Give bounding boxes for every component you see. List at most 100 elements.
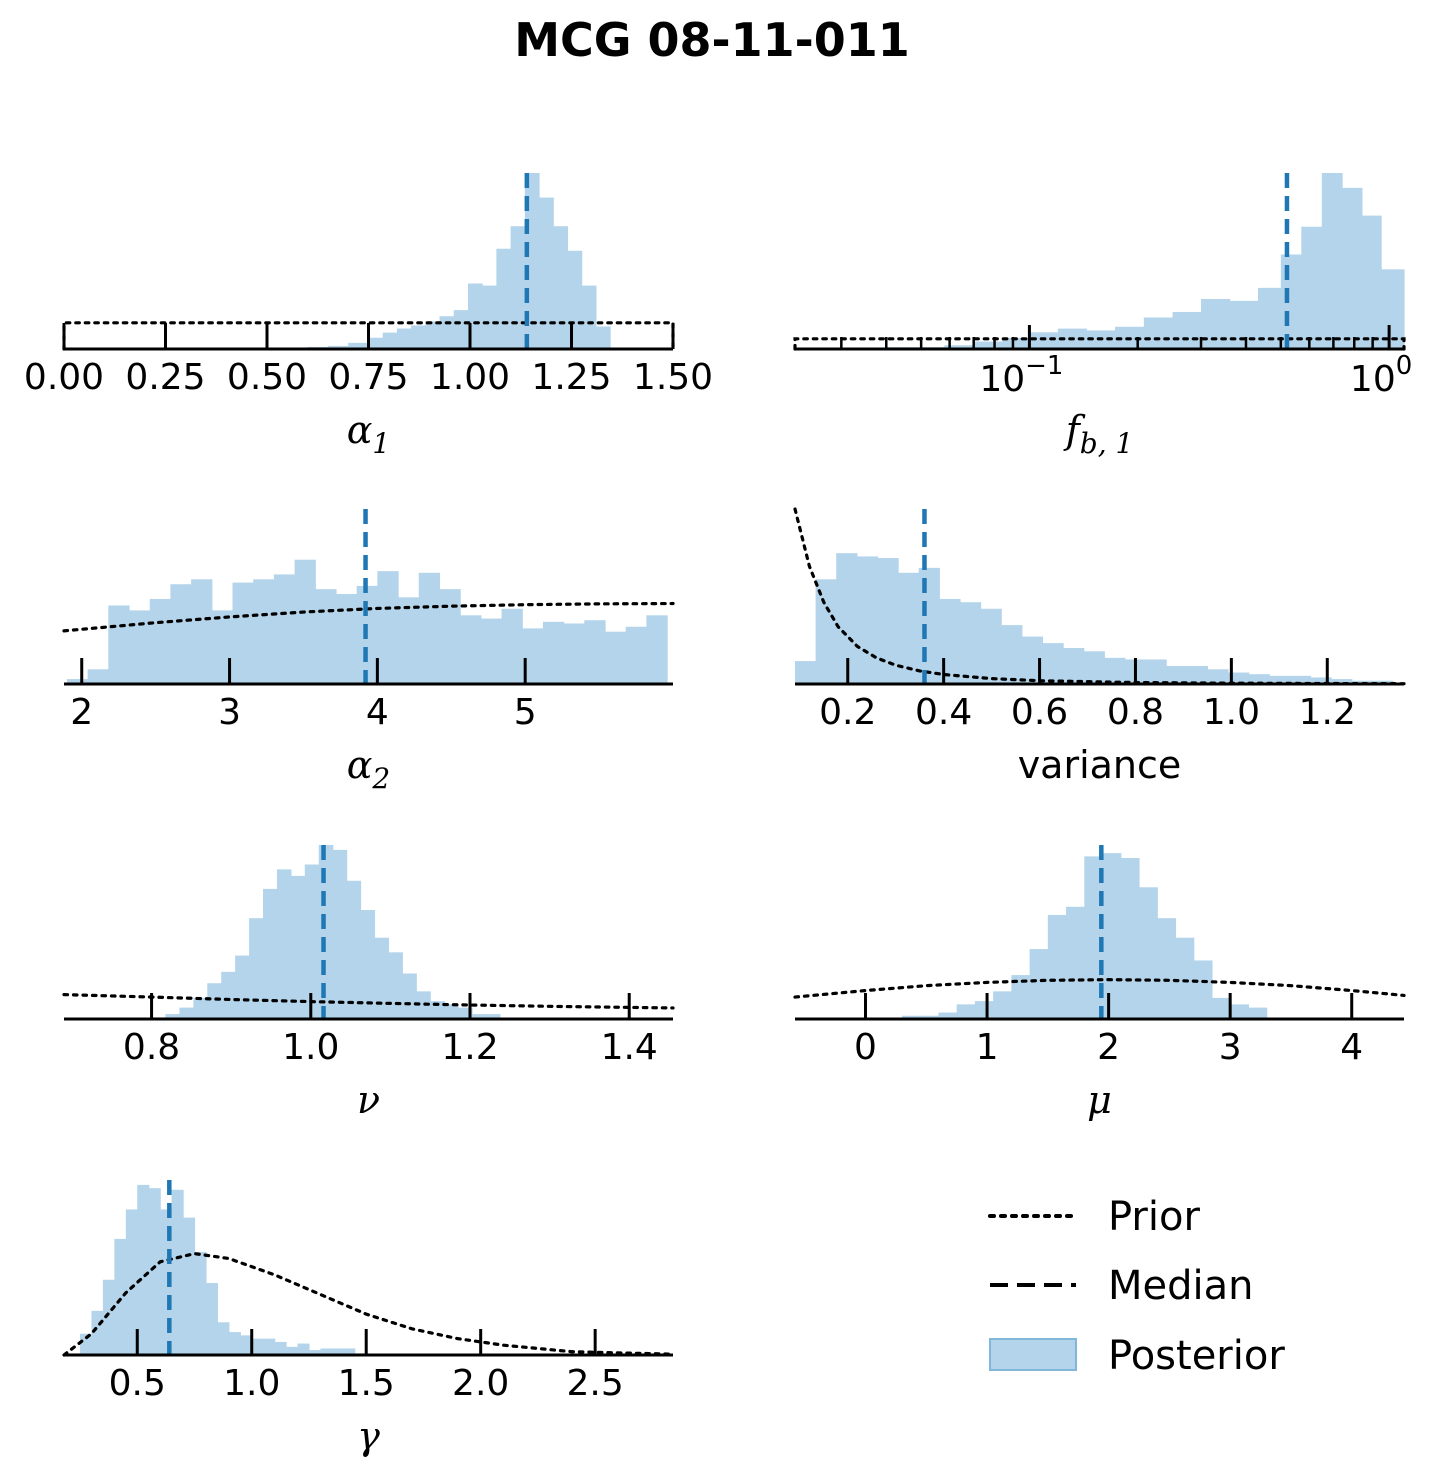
posterior-bar bbox=[1342, 187, 1363, 349]
posterior-bar bbox=[1301, 226, 1323, 349]
x-tick-label: 2 bbox=[70, 692, 93, 733]
posterior-bar bbox=[1104, 657, 1126, 684]
posterior-bar bbox=[346, 880, 362, 1019]
posterior-bar bbox=[1029, 332, 1059, 349]
x-axis-label-subscript: b, 1 bbox=[1080, 427, 1134, 460]
legend-median-label: Median bbox=[1108, 1263, 1254, 1309]
posterior-bar bbox=[368, 337, 384, 349]
posterior-bar bbox=[171, 1189, 184, 1355]
posterior-bar bbox=[377, 571, 399, 684]
x-tick-label: 1 bbox=[976, 1027, 999, 1068]
posterior-bar bbox=[416, 991, 431, 1019]
legend-prior-label: Prior bbox=[1108, 1194, 1200, 1240]
panel-variance: 0.2 0.4 0.6 0.8 1.0 1.2 variance bbox=[793, 507, 1406, 787]
posterior-bar bbox=[1002, 337, 1031, 349]
posterior-bar bbox=[137, 1184, 150, 1355]
posterior-bar bbox=[877, 558, 899, 684]
posterior-bar bbox=[482, 285, 497, 349]
x-axis-label: variance bbox=[1018, 743, 1182, 787]
posterior-bar bbox=[148, 1188, 161, 1355]
posterior-bar bbox=[249, 918, 264, 1019]
posterior-bar bbox=[263, 1338, 276, 1355]
posterior-bar bbox=[439, 589, 461, 684]
posterior-bar bbox=[382, 332, 398, 349]
posterior-bar bbox=[1063, 648, 1085, 684]
figure-title: MCG 08-11-011 bbox=[514, 13, 910, 67]
x-axis-label-main: α bbox=[347, 408, 373, 452]
posterior-bar bbox=[501, 608, 523, 684]
legend-posterior-swatch bbox=[989, 1338, 1077, 1371]
x-tick-label-exponent: 0 bbox=[1396, 351, 1413, 381]
posterior-bar bbox=[1175, 937, 1195, 1019]
posterior-bar bbox=[129, 610, 151, 684]
posterior-bar bbox=[1001, 625, 1023, 684]
posterior-bar bbox=[918, 567, 940, 684]
posterior-bar bbox=[348, 342, 370, 349]
posterior-bar bbox=[510, 226, 526, 349]
posterior-bar bbox=[584, 620, 606, 684]
x-tick-label-exponent: −1 bbox=[1025, 351, 1063, 381]
posterior-bar bbox=[974, 1001, 994, 1019]
posterior-bar bbox=[980, 608, 1002, 684]
posterior-bar bbox=[1029, 949, 1049, 1019]
posterior-bar bbox=[1331, 679, 1353, 684]
posterior-bar bbox=[183, 1217, 196, 1355]
posterior-bar bbox=[235, 955, 250, 1019]
posterior-bar bbox=[1269, 675, 1291, 684]
posterior-bar bbox=[286, 1346, 299, 1355]
posterior-bar bbox=[125, 1209, 138, 1355]
x-tick-label: 1.5 bbox=[338, 1363, 395, 1404]
posterior-bar bbox=[956, 1004, 976, 1019]
posterior-bar bbox=[973, 341, 1003, 349]
posterior-bar bbox=[193, 997, 208, 1019]
posterior-bar bbox=[343, 1348, 356, 1355]
x-tick-label: 0.75 bbox=[328, 357, 408, 398]
posterior-bar bbox=[567, 250, 583, 349]
x-tick-label: 1.0 bbox=[1203, 692, 1260, 733]
posterior-bar bbox=[102, 1279, 115, 1355]
posterior-bar bbox=[194, 1251, 207, 1355]
posterior-bar bbox=[80, 1333, 93, 1355]
posterior-bar bbox=[1207, 669, 1229, 684]
posterior-bar bbox=[480, 618, 503, 684]
panel-alpha2: 2 3 4 5α2 bbox=[62, 509, 675, 795]
posterior-bar bbox=[920, 1015, 940, 1019]
posterior-bar bbox=[217, 1322, 230, 1355]
posterior-bar bbox=[253, 579, 275, 684]
posterior-bar bbox=[1248, 674, 1270, 684]
posterior-bar bbox=[211, 610, 234, 684]
posterior-bar bbox=[374, 937, 389, 1019]
posterior-bar bbox=[179, 1007, 194, 1019]
posterior-bar bbox=[149, 598, 172, 684]
posterior-bar bbox=[1083, 651, 1105, 684]
posterior-bar bbox=[524, 173, 540, 349]
legend-posterior-label: Posterior bbox=[1108, 1333, 1285, 1379]
prior-line bbox=[62, 993, 675, 1010]
posterior-bar bbox=[114, 1238, 127, 1355]
panel-gamma: 0.5 1.0 1.5 2.0 2.5 γ bbox=[62, 1180, 675, 1458]
posterior-bar bbox=[1361, 215, 1382, 349]
posterior-bar bbox=[327, 345, 349, 349]
posterior-bar bbox=[993, 991, 1012, 1019]
posterior-bar bbox=[1201, 298, 1231, 349]
posterior-bar bbox=[388, 952, 403, 1019]
posterior-bar bbox=[938, 1012, 958, 1019]
x-tick-label: 0.00 bbox=[24, 357, 104, 398]
posterior-bar bbox=[304, 864, 320, 1019]
x-tick-label: 0.8 bbox=[1107, 692, 1164, 733]
x-axis-label-subscript: 1 bbox=[372, 427, 390, 460]
x-tick-label-base: 10 bbox=[979, 359, 1025, 400]
x-tick-label: 0 bbox=[854, 1027, 877, 1068]
posterior-bar bbox=[625, 626, 647, 684]
x-tick-label: 1.50 bbox=[633, 357, 713, 398]
panel-nu: 0.8 1.0 1.2 1.4 ν bbox=[62, 845, 675, 1122]
posterior-bar bbox=[1066, 906, 1085, 1019]
posterior-bar bbox=[467, 283, 483, 349]
x-tick-label: 1.0 bbox=[223, 1363, 280, 1404]
panel-mu: 0 1 2 3 4 μ bbox=[793, 845, 1406, 1122]
x-axis-label: α2 bbox=[347, 743, 391, 795]
posterior-bar bbox=[898, 572, 920, 684]
x-tick-label: 2.5 bbox=[567, 1363, 624, 1404]
posterior-bar bbox=[221, 971, 236, 1019]
x-axis-label: fb, 1 bbox=[1063, 408, 1134, 460]
